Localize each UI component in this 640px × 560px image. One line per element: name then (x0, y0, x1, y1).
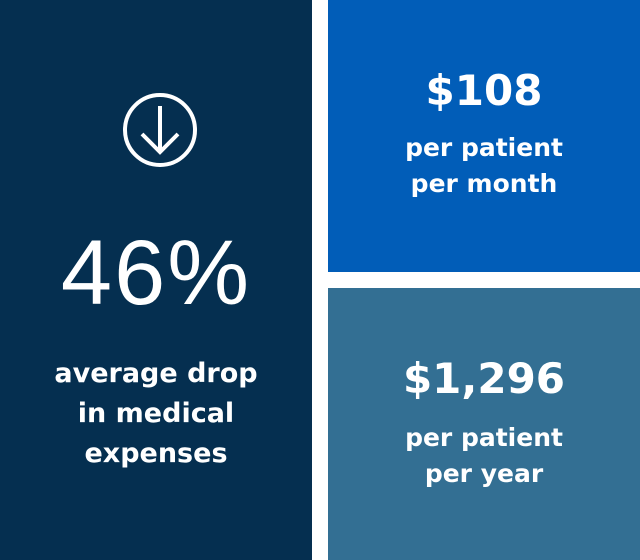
label-line: per year (424, 459, 544, 488)
label-line: per patient (405, 133, 563, 162)
label-line: per month (410, 169, 558, 198)
yearly-savings-panel: $1,296 per patient per year (328, 288, 640, 560)
yearly-savings-label: per patient per year (328, 420, 640, 492)
label-line: per patient (405, 423, 563, 452)
yearly-savings-value: $1,296 (402, 354, 566, 403)
drop-percentage: 46% (60, 222, 252, 324)
label-line: average drop (54, 358, 258, 389)
monthly-savings-value: $108 (425, 66, 543, 115)
monthly-savings-panel: $108 per patient per month (328, 0, 640, 272)
label-line: in medical (77, 398, 235, 429)
medical-expense-drop-panel: 46% average drop in medical expenses (0, 0, 312, 560)
drop-label: average drop in medical expenses (0, 354, 312, 474)
arrow-down-circle-icon (123, 93, 197, 167)
monthly-savings-label: per patient per month (328, 130, 640, 202)
label-line: expenses (84, 438, 228, 469)
